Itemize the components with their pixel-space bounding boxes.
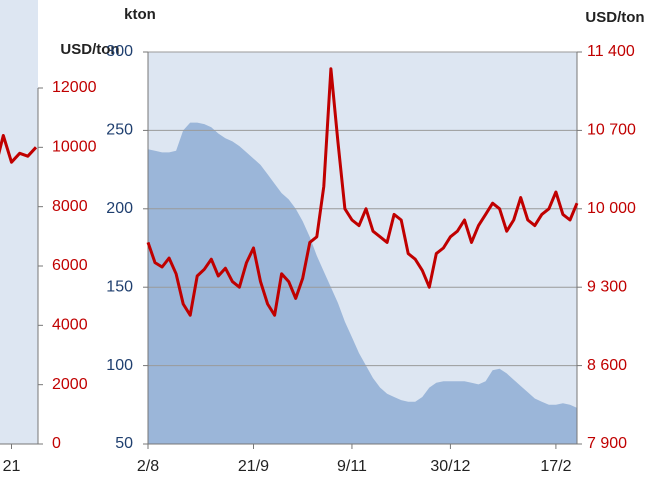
y-tick-label: 100 — [106, 357, 133, 374]
y-tick-label: 250 — [106, 122, 133, 139]
y-tick-label: 300 — [106, 43, 133, 60]
line — [146, 67, 579, 317]
y-axis-title: kton — [124, 6, 156, 23]
left-plot-bg — [0, 0, 38, 444]
y-tick-label: 150 — [106, 278, 133, 295]
y2-tick-label: 2000 — [52, 376, 88, 393]
x-tick-label: 2/8 — [137, 458, 159, 475]
y2-tick-label: 6000 — [52, 257, 88, 274]
y2-tick-label: 10 700 — [587, 122, 636, 139]
y2-tick-label: 7 900 — [587, 435, 627, 452]
y2-tick-label: 8000 — [52, 198, 88, 215]
x-tick-label: 30/12 — [430, 458, 470, 475]
x-tick-label: 17/2 — [540, 458, 571, 475]
y2-axis-title: USD/ton — [60, 41, 119, 58]
x-tick-label: 21 — [3, 458, 21, 475]
y2-tick-label: 10000 — [52, 139, 97, 156]
x-tick-label: 21/9 — [238, 458, 269, 475]
y2-axis-title: USD/ton — [585, 9, 644, 26]
y2-tick-label: 0 — [52, 435, 61, 452]
area — [148, 122, 577, 444]
y-tick-label: 200 — [106, 200, 133, 217]
y2-tick-label: 8 600 — [587, 357, 627, 374]
y2-tick-label: 11 400 — [587, 43, 635, 60]
y2-tick-label: 10 000 — [587, 200, 636, 217]
line — [0, 134, 38, 164]
y-tick-label: 50 — [115, 435, 133, 452]
x-tick-label: 9/11 — [337, 458, 367, 475]
y2-tick-label: 12000 — [52, 79, 97, 96]
y2-tick-label: 4000 — [52, 317, 88, 334]
y2-tick-label: 9 300 — [587, 278, 627, 295]
